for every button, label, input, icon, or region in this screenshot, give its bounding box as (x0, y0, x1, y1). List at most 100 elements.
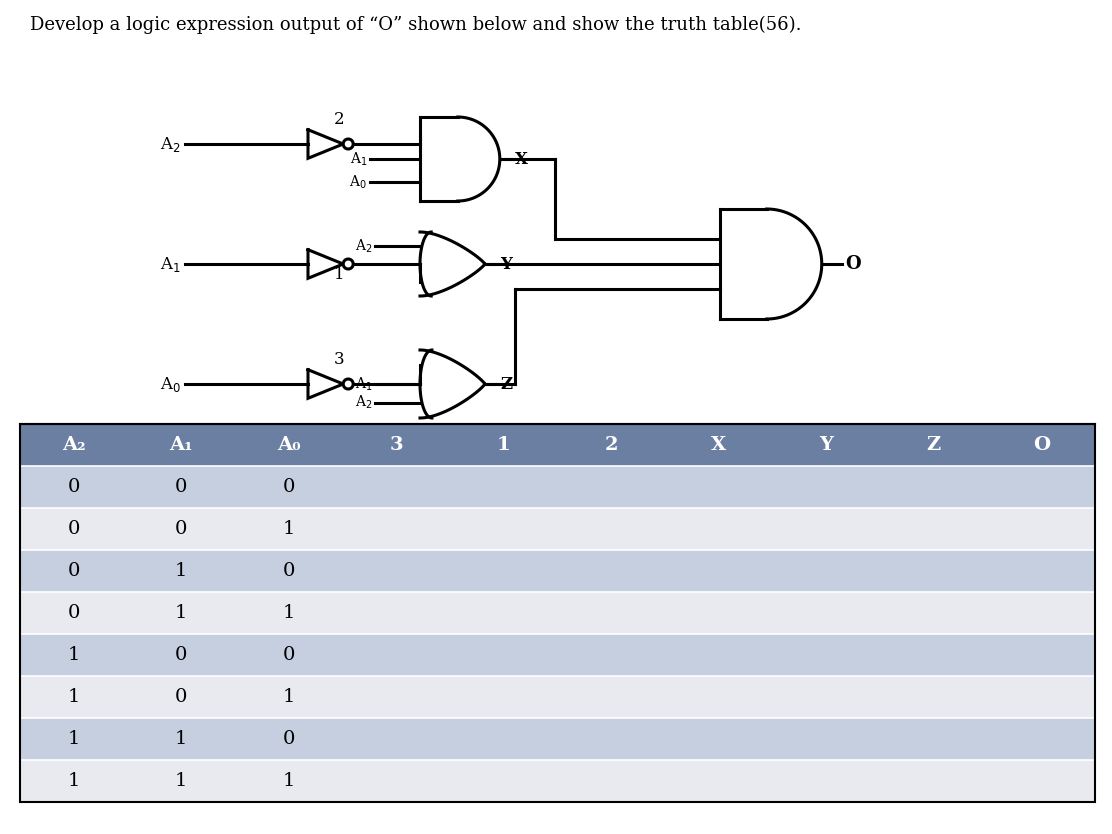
Text: Y: Y (820, 436, 833, 454)
Text: A₂: A₂ (62, 436, 86, 454)
Text: 0: 0 (68, 562, 80, 580)
Bar (20, 424, 128, 466)
Bar (235, 424, 342, 466)
Bar (773, 508, 880, 550)
Bar (557, 550, 665, 592)
Bar (987, 676, 1095, 718)
Bar (773, 634, 880, 676)
Text: 1: 1 (282, 688, 295, 706)
Bar (235, 760, 342, 802)
Bar (557, 718, 665, 760)
Bar (128, 508, 235, 550)
Bar (20, 466, 128, 508)
Text: A$_0$: A$_0$ (160, 374, 181, 394)
Text: A$_0$: A$_0$ (349, 173, 367, 191)
Text: Z: Z (926, 436, 941, 454)
Bar (342, 466, 450, 508)
Text: A$_2$: A$_2$ (355, 238, 373, 255)
Bar (128, 676, 235, 718)
Bar (450, 508, 557, 550)
Text: 1: 1 (175, 772, 188, 790)
Text: 1: 1 (68, 730, 80, 748)
Bar (987, 592, 1095, 634)
Bar (880, 424, 987, 466)
Bar (880, 592, 987, 634)
Bar (665, 676, 773, 718)
Text: O: O (1033, 436, 1050, 454)
Bar (450, 718, 557, 760)
Bar (235, 718, 342, 760)
Bar (773, 676, 880, 718)
Text: 0: 0 (68, 604, 80, 622)
Bar (880, 676, 987, 718)
Text: Y: Y (500, 255, 512, 273)
Bar (128, 634, 235, 676)
Bar (342, 550, 450, 592)
Bar (880, 760, 987, 802)
Bar (665, 424, 773, 466)
Bar (20, 508, 128, 550)
Bar (235, 508, 342, 550)
Bar (665, 508, 773, 550)
Text: 0: 0 (175, 688, 188, 706)
Text: 0: 0 (175, 646, 188, 664)
Bar (128, 466, 235, 508)
Text: 0: 0 (175, 478, 188, 496)
Bar (773, 760, 880, 802)
Bar (557, 424, 665, 466)
Bar (987, 634, 1095, 676)
Bar (773, 550, 880, 592)
Text: A₀: A₀ (277, 436, 300, 454)
Text: 1: 1 (175, 604, 188, 622)
Bar (665, 592, 773, 634)
Bar (450, 634, 557, 676)
Text: 2: 2 (605, 436, 618, 454)
Text: 0: 0 (282, 478, 295, 496)
Bar (880, 508, 987, 550)
Text: 1: 1 (282, 604, 295, 622)
Text: A$_1$: A$_1$ (160, 254, 181, 274)
Bar (20, 550, 128, 592)
Bar (987, 760, 1095, 802)
Bar (20, 634, 128, 676)
Bar (235, 466, 342, 508)
Bar (342, 718, 450, 760)
Bar (880, 718, 987, 760)
Circle shape (344, 259, 354, 269)
Text: 0: 0 (282, 562, 295, 580)
Bar (342, 592, 450, 634)
Bar (665, 634, 773, 676)
Bar (128, 592, 235, 634)
Bar (342, 634, 450, 676)
Bar (987, 508, 1095, 550)
Bar (557, 508, 665, 550)
Bar (450, 424, 557, 466)
Text: 1: 1 (282, 520, 295, 538)
Text: 1: 1 (497, 436, 510, 454)
Text: 1: 1 (334, 266, 344, 283)
Bar (450, 550, 557, 592)
Text: 0: 0 (68, 478, 80, 496)
Bar (880, 550, 987, 592)
Bar (235, 634, 342, 676)
Text: A$_2$: A$_2$ (355, 394, 373, 411)
Text: 0: 0 (282, 730, 295, 748)
Bar (665, 760, 773, 802)
Circle shape (344, 379, 354, 389)
Text: 1: 1 (282, 772, 295, 790)
Text: 2: 2 (334, 110, 344, 128)
Bar (20, 424, 1095, 802)
Bar (773, 592, 880, 634)
Bar (557, 466, 665, 508)
Text: Z: Z (500, 375, 513, 393)
Bar (557, 592, 665, 634)
Bar (342, 424, 450, 466)
Text: A$_1$: A$_1$ (349, 150, 367, 168)
Bar (342, 508, 450, 550)
Bar (235, 550, 342, 592)
Text: 3: 3 (389, 436, 403, 454)
Bar (128, 718, 235, 760)
Bar (880, 634, 987, 676)
Bar (773, 718, 880, 760)
Text: 0: 0 (175, 520, 188, 538)
